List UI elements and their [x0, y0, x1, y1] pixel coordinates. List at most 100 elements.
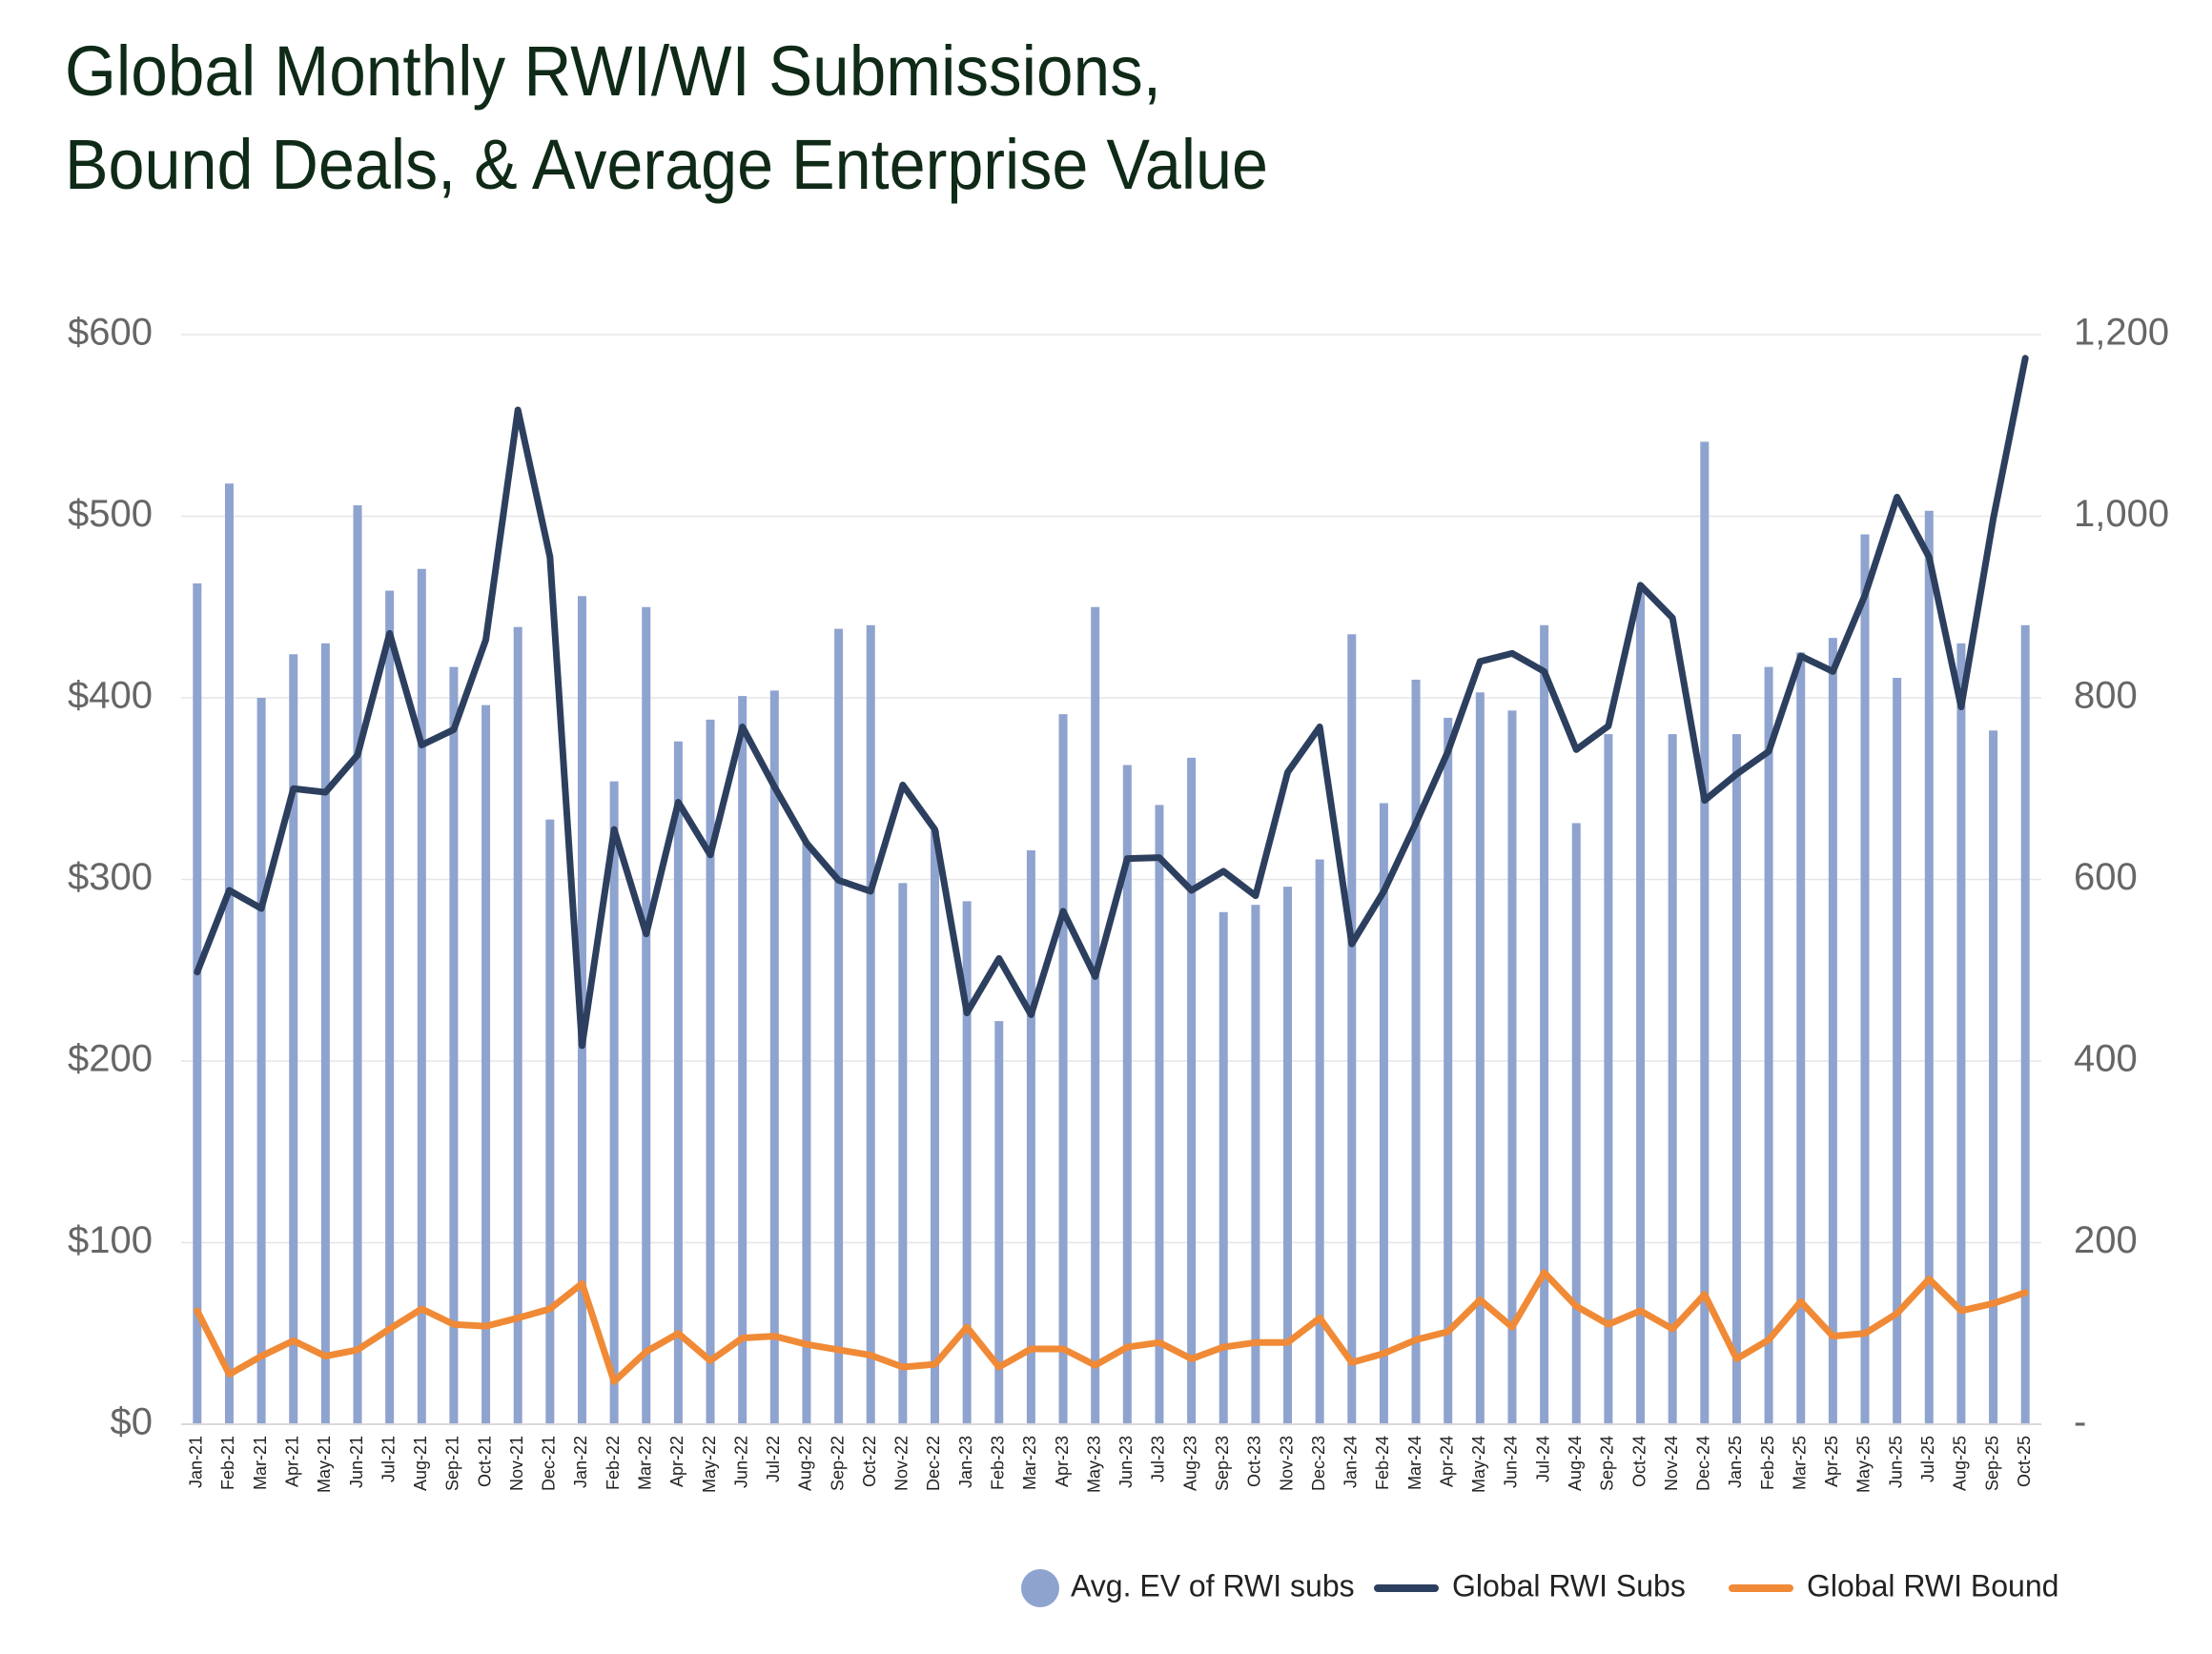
x-tick-label: Feb-24	[1373, 1436, 1392, 1490]
x-tick-label: Apr-22	[667, 1436, 686, 1487]
x-tick-label: Mar-24	[1405, 1436, 1424, 1490]
x-tick-label: Aug-21	[411, 1436, 430, 1491]
legend-label: Global RWI Bound	[1807, 1568, 2058, 1603]
y-tick-label: $500	[68, 493, 153, 535]
bars	[193, 441, 2030, 1425]
x-tick-label: Jul-22	[764, 1436, 783, 1482]
bar	[1956, 643, 1966, 1424]
y2-tick-label: 600	[2074, 856, 2138, 898]
bar	[1893, 678, 1902, 1424]
bar	[1700, 441, 1710, 1424]
x-tick-label: Mar-25	[1790, 1436, 1809, 1490]
x-tick-label: Dec-23	[1309, 1436, 1328, 1491]
bar	[1668, 734, 1677, 1424]
bar	[1540, 624, 1549, 1424]
bar	[642, 606, 651, 1424]
bar	[769, 690, 779, 1424]
legend: Avg. EV of RWI subs Global RWI Subs Global…	[1021, 1568, 2058, 1607]
bar	[1026, 850, 1035, 1424]
x-tick-label: Jun-21	[347, 1436, 366, 1488]
x-tick-label: May-21	[315, 1436, 334, 1493]
bar	[513, 626, 522, 1424]
x-tick-label: Jan-21	[187, 1436, 206, 1488]
bar	[1411, 679, 1421, 1424]
bar	[1187, 757, 1197, 1424]
line-series	[194, 1269, 2029, 1385]
bar	[193, 582, 202, 1424]
bar	[481, 704, 491, 1424]
bar	[353, 505, 362, 1424]
legend-label: Avg. EV of RWI subs	[1071, 1568, 1355, 1603]
y-tick-label: $600	[68, 312, 153, 354]
y-tick-label: $0	[111, 1401, 154, 1443]
bar	[706, 719, 715, 1424]
x-tick-label: Aug-22	[796, 1436, 815, 1491]
x-tick-label: Jan-22	[571, 1436, 590, 1488]
bar	[1091, 606, 1100, 1424]
bar	[1636, 586, 1646, 1424]
y-tick-label: $400	[68, 675, 153, 717]
bar	[1155, 805, 1164, 1424]
x-tick-label: May-22	[700, 1436, 719, 1493]
x-tick-label: Aug-24	[1566, 1436, 1585, 1491]
x-tick-label: Jul-23	[1149, 1436, 1168, 1482]
bar	[256, 698, 266, 1424]
legend-marker	[1021, 1569, 1059, 1607]
bar	[1860, 534, 1870, 1424]
bar	[1571, 823, 1581, 1424]
bar	[1058, 714, 1068, 1424]
y-tick-label: $300	[68, 856, 153, 898]
x-tick-label: Oct-22	[860, 1436, 879, 1487]
bar	[1924, 510, 1934, 1424]
x-tick-label: Nov-21	[507, 1436, 526, 1491]
chart-title: Bound Deals, & Average Enterprise Value	[65, 125, 1268, 204]
bar	[1828, 638, 1837, 1424]
x-tick-label: Jun-23	[1116, 1436, 1136, 1488]
bar	[1283, 887, 1293, 1424]
x-tick-label: Mar-23	[1020, 1436, 1039, 1490]
x-tick-label: Oct-24	[1629, 1436, 1649, 1487]
bar	[673, 741, 683, 1424]
x-tick-label: Nov-22	[892, 1436, 911, 1491]
x-tick-label: Feb-21	[218, 1436, 237, 1490]
lines	[194, 355, 2029, 1385]
grid	[181, 334, 2041, 1425]
x-tick-label: May-23	[1084, 1436, 1103, 1493]
x-tick-label: Apr-25	[1822, 1436, 1841, 1487]
x-tick-label: May-24	[1469, 1436, 1488, 1493]
bar	[609, 781, 619, 1424]
x-tick-label: Apr-24	[1437, 1436, 1456, 1487]
bar	[802, 843, 811, 1424]
x-tick-label: Apr-21	[282, 1436, 301, 1487]
x-tick-label: Oct-23	[1245, 1436, 1264, 1487]
bar	[1444, 717, 1453, 1424]
axes: $0 $100 $200 $300 $400 $500 $600 - 200 400 600 800 1…	[68, 312, 2169, 1493]
y2-tick-label: 400	[2074, 1038, 2138, 1080]
x-tick-label: Jul-21	[379, 1436, 398, 1482]
x-tick-label: Mar-21	[251, 1436, 270, 1490]
bar	[449, 666, 459, 1424]
x-tick-label: Oct-25	[2015, 1436, 2034, 1487]
bar	[962, 901, 972, 1424]
bar	[994, 1021, 1004, 1424]
bar	[1347, 634, 1357, 1424]
x-tick-label: Sep-22	[828, 1436, 847, 1491]
bar	[738, 696, 748, 1424]
x-tick-label: Sep-24	[1598, 1436, 1617, 1491]
y2-tick-label: 200	[2074, 1219, 2138, 1261]
bar	[1507, 710, 1517, 1424]
bar	[417, 568, 426, 1424]
x-tick-label: Jan-23	[956, 1436, 975, 1488]
x-tick-label: May-25	[1854, 1436, 1874, 1493]
bar	[320, 643, 330, 1424]
x-tick-label: Sep-25	[1982, 1436, 2001, 1491]
bar	[1219, 911, 1228, 1424]
x-tick-label: Oct-21	[475, 1436, 494, 1487]
x-tick-label: Nov-23	[1277, 1436, 1296, 1491]
x-tick-label: Apr-23	[1053, 1436, 1072, 1487]
line-series	[194, 355, 2029, 1050]
bar	[385, 590, 395, 1424]
y2-tick-label: 1,000	[2074, 493, 2169, 535]
y-tick-label: $200	[68, 1038, 153, 1080]
bar	[2020, 624, 2030, 1424]
